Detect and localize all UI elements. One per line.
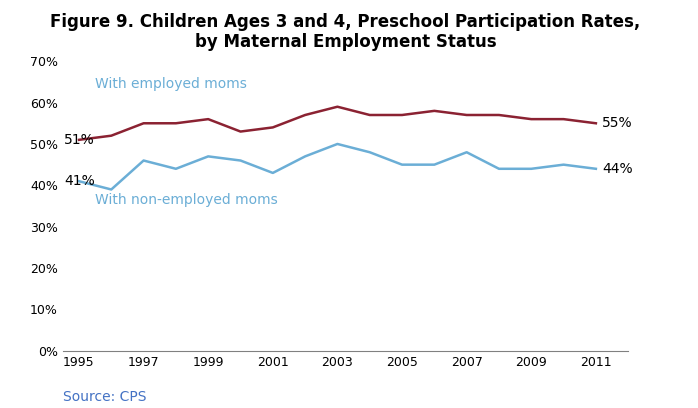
- Text: With non-employed moms: With non-employed moms: [95, 193, 278, 207]
- Text: Source: CPS: Source: CPS: [63, 390, 147, 404]
- Title: Figure 9. Children Ages 3 and 4, Preschool Participation Rates,
by Maternal Empl: Figure 9. Children Ages 3 and 4, Prescho…: [50, 13, 641, 51]
- Text: 41%: 41%: [64, 174, 95, 188]
- Text: 44%: 44%: [602, 162, 633, 176]
- Text: 51%: 51%: [64, 133, 95, 147]
- Text: With employed moms: With employed moms: [95, 77, 247, 91]
- Text: 55%: 55%: [602, 116, 633, 130]
